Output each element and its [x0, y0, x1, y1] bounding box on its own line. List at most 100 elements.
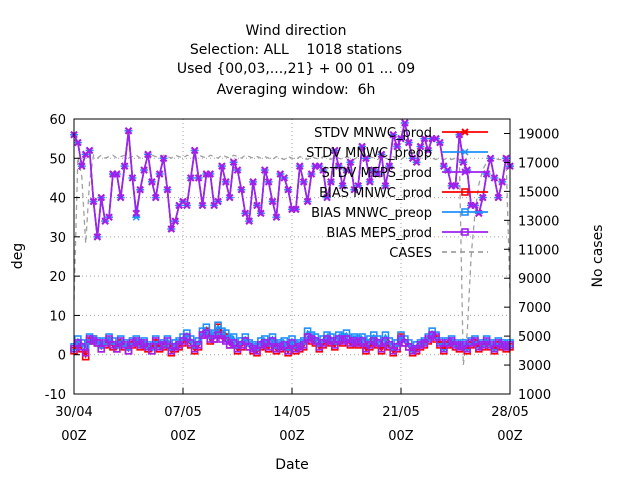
data-point — [420, 134, 429, 143]
data-point — [389, 343, 398, 351]
data-point — [218, 162, 226, 170]
data-point — [148, 346, 156, 355]
data-point — [186, 335, 195, 343]
data-point — [85, 335, 94, 343]
data-point — [159, 341, 168, 349]
data-point — [179, 333, 187, 341]
data-point — [479, 193, 487, 202]
data-point — [362, 345, 370, 353]
data-point — [233, 166, 242, 174]
x-tick-label-time: 00Z — [279, 429, 305, 444]
data-point — [335, 162, 343, 170]
y-tick-label: 50 — [49, 152, 66, 167]
data-point — [74, 335, 82, 343]
y-tick-label: 0 — [58, 349, 66, 364]
data-point — [186, 339, 195, 347]
data-point — [393, 339, 401, 347]
data-point — [401, 339, 409, 347]
data-point — [299, 178, 308, 186]
data-point — [117, 193, 125, 202]
data-point — [257, 337, 265, 345]
data-point — [498, 178, 506, 186]
data-point — [152, 193, 160, 202]
y2-tick-label: 19000 — [518, 127, 559, 142]
data-point — [428, 327, 436, 335]
y2-tick-label: 11000 — [518, 243, 559, 258]
data-point — [268, 337, 277, 345]
data-point — [132, 209, 140, 217]
data-point — [295, 343, 304, 351]
data-point — [323, 331, 331, 339]
y-tick-label: 30 — [49, 231, 66, 246]
data-point — [229, 158, 238, 166]
data-point — [77, 343, 86, 351]
legend-marker — [461, 168, 469, 176]
data-point — [502, 154, 510, 162]
data-point — [412, 341, 421, 349]
data-point — [136, 341, 144, 349]
data-point — [233, 341, 242, 349]
data-point — [463, 345, 471, 353]
data-point — [167, 225, 176, 233]
data-point — [358, 337, 366, 345]
data-point — [280, 337, 289, 345]
data-point — [218, 331, 226, 339]
data-point — [74, 138, 82, 147]
data-point — [366, 178, 374, 186]
data-point — [198, 327, 207, 335]
data-point — [175, 341, 183, 349]
chart-title: Wind direction Selection: ALL 1018 stati… — [177, 23, 415, 98]
data-point — [334, 331, 343, 339]
data-point — [97, 193, 105, 202]
data-point — [97, 345, 106, 353]
data-point — [295, 339, 304, 347]
y2-tick-label: 13000 — [518, 214, 559, 229]
data-point — [171, 343, 180, 351]
data-point — [389, 346, 398, 355]
legend-label: BIAS MEPS_prod — [326, 226, 432, 241]
data-point — [327, 178, 335, 186]
data-point — [233, 345, 242, 353]
data-point — [89, 337, 98, 345]
data-point — [276, 339, 285, 347]
legend-marker — [461, 228, 469, 236]
data-point — [190, 341, 199, 349]
data-point — [404, 343, 413, 351]
data-point — [377, 345, 386, 353]
data-point — [443, 339, 452, 347]
data-point — [171, 339, 180, 347]
data-point — [311, 333, 320, 341]
data-point — [222, 337, 230, 345]
data-point — [331, 341, 339, 349]
data-point — [416, 341, 425, 349]
data-point — [385, 337, 394, 345]
data-point — [128, 339, 137, 347]
data-point — [354, 335, 362, 343]
y-tick-label: 10 — [49, 309, 66, 324]
data-point — [416, 142, 425, 151]
data-point — [373, 339, 382, 347]
data-point — [408, 346, 417, 355]
data-point — [171, 217, 179, 225]
data-point — [327, 333, 335, 341]
data-point — [140, 339, 148, 347]
data-point — [292, 345, 300, 353]
x-tick-label-date: 14/05 — [273, 405, 310, 420]
data-point — [354, 182, 362, 190]
data-point — [206, 170, 214, 178]
data-point — [225, 341, 234, 349]
data-point — [327, 337, 335, 345]
title-line-2: Selection: ALL 1018 stations — [190, 42, 402, 58]
data-point — [214, 197, 222, 206]
data-point — [260, 339, 269, 347]
data-point — [136, 186, 144, 194]
data-point — [226, 193, 234, 202]
data-point — [183, 329, 191, 337]
data-point — [245, 343, 253, 351]
y2-tick-label: 3000 — [518, 359, 551, 374]
data-point — [284, 346, 292, 355]
data-point — [420, 339, 429, 347]
data-point — [292, 341, 300, 349]
data-point — [393, 343, 401, 351]
